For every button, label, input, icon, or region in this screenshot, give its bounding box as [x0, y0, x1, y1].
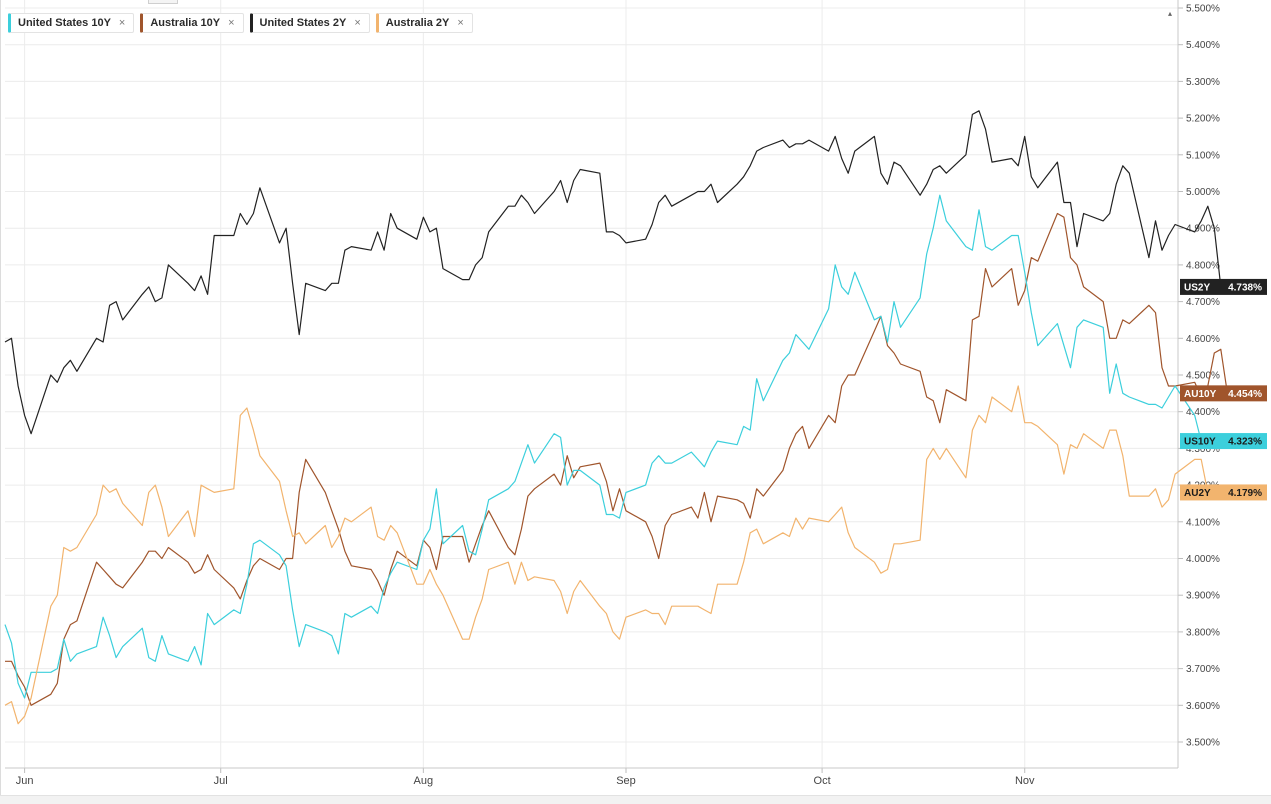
remove-series-icon[interactable]: × [228, 17, 235, 29]
y-tick-label: 5.400% [1186, 40, 1220, 51]
y-tick-label: 4.900% [1186, 224, 1220, 235]
y-tick-label: 3.900% [1186, 591, 1220, 602]
chart-legend: United States 10Y × Australia 10Y × Unit… [8, 13, 473, 33]
series-line-au2y [4, 385, 1209, 725]
y-tick-label: 4.300% [1186, 444, 1220, 455]
series-line-us10y [4, 194, 1202, 699]
series-line-au10y [5, 212, 1228, 706]
y-tick-label: 4.000% [1186, 554, 1220, 565]
legend-label: United States 10Y [18, 17, 111, 29]
last-value-tag-name: AU2Y [1184, 488, 1211, 499]
x-tick-label: Sep [616, 775, 636, 787]
y-tick-label: 5.000% [1186, 187, 1220, 198]
last-value-tag-name: US10Y [1184, 437, 1216, 448]
last-value-tag-au2y [1180, 484, 1267, 501]
y-tick-label: 3.800% [1186, 627, 1220, 638]
last-value-tag-name: US2Y [1184, 282, 1210, 293]
y-tick-label: 3.500% [1186, 738, 1220, 749]
horizontal-scrollbar[interactable] [0, 795, 1271, 804]
y-tick-label: 5.300% [1186, 77, 1220, 88]
y-tick-label: 4.800% [1186, 260, 1220, 271]
y-tick-label: 5.100% [1186, 150, 1220, 161]
legend-chip-us10y[interactable]: United States 10Y × [8, 13, 135, 33]
legend-label: United States 2Y [259, 17, 347, 29]
legend-chip-us2y[interactable]: United States 2Y × [249, 13, 370, 33]
y-tick-label: 4.100% [1186, 517, 1220, 528]
last-value-tag-value: 4.179% [1228, 488, 1262, 499]
last-value-tag-us10y [1180, 433, 1267, 450]
y-tick-label: 3.700% [1186, 664, 1220, 675]
y-tick-label: 4.400% [1186, 407, 1220, 418]
x-tick-label: Nov [1015, 775, 1035, 787]
x-tick-label: Jul [214, 775, 228, 787]
legend-chip-au2y[interactable]: Australia 2Y × [375, 13, 473, 33]
y-tick-label: 4.700% [1186, 297, 1220, 308]
last-value-tag-value: 4.738% [1228, 282, 1262, 293]
axis-scroll-caret-icon[interactable]: ▴ [1168, 9, 1173, 18]
y-tick-label: 5.200% [1186, 114, 1220, 125]
legend-chip-au10y[interactable]: Australia 10Y × [140, 13, 244, 33]
y-tick-label: 3.600% [1186, 701, 1220, 712]
last-value-tag-au10y [1180, 385, 1267, 402]
last-value-tag-us2y [1180, 278, 1267, 295]
x-tick-label: Oct [814, 775, 831, 787]
legend-label: Australia 10Y [150, 17, 221, 29]
series-line-us2y [4, 110, 1222, 435]
last-value-tag-value: 4.323% [1228, 437, 1262, 448]
x-tick-label: Aug [414, 775, 434, 787]
remove-series-icon[interactable]: × [118, 17, 126, 29]
y-tick-label: 5.500% [1186, 4, 1220, 15]
last-value-tag-name: AU10Y [1184, 389, 1217, 400]
last-value-tag-value: 4.454% [1228, 389, 1262, 400]
y-tick-label: 4.600% [1186, 334, 1220, 345]
remove-series-icon[interactable]: × [457, 17, 464, 29]
scroll-tab-handle[interactable] [148, 0, 178, 4]
x-tick-label: Jun [16, 775, 34, 787]
remove-series-icon[interactable]: × [354, 17, 361, 29]
y-tick-label: 4.500% [1186, 371, 1220, 382]
legend-label: Australia 2Y [385, 17, 450, 29]
